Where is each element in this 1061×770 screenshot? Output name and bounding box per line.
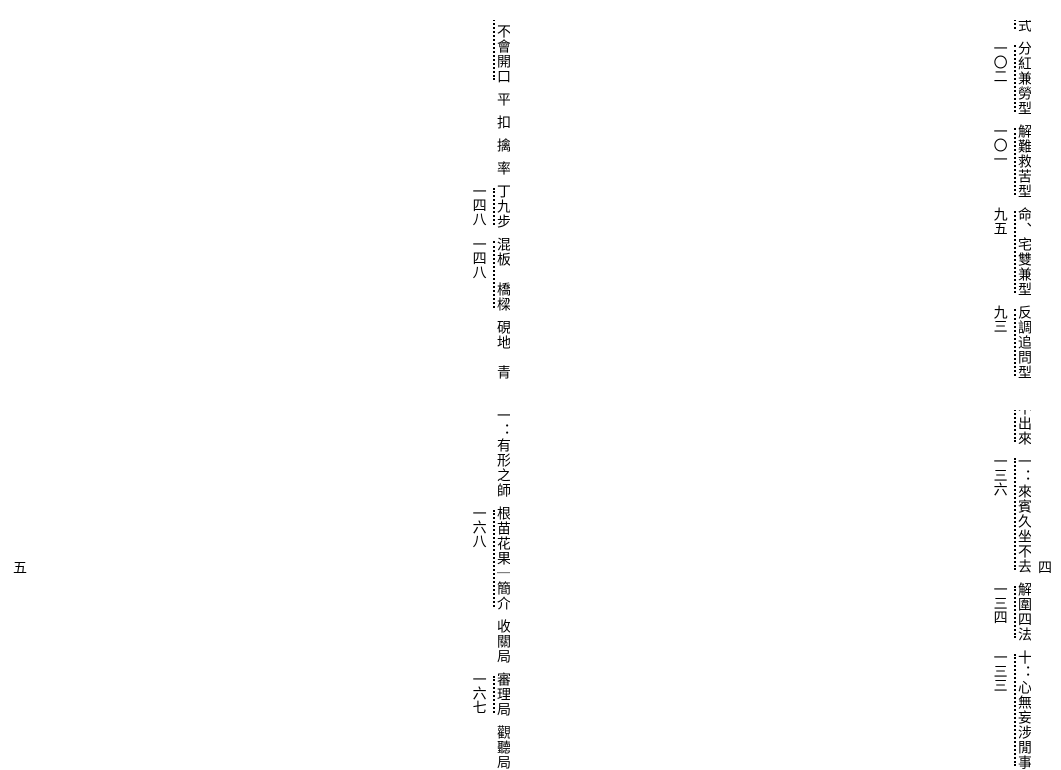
entry-title: 論命入門十式 bbox=[1016, 20, 1031, 33]
toc-entry: 率 bbox=[470, 161, 510, 176]
leader-dots bbox=[1014, 20, 1016, 29]
toc-entry: 一：來賓久坐不去一三六 bbox=[991, 454, 1031, 574]
toc-entry: 收關局 bbox=[470, 619, 510, 664]
entry-title: 平 bbox=[495, 92, 510, 107]
entry-page: 一三三 bbox=[991, 650, 1006, 770]
leader-dots bbox=[1014, 586, 1016, 638]
toc-entry: 觀聽局 bbox=[470, 725, 510, 770]
left-page-lower: 觀聽局審理局一六七收關局根苗花果｜簡介一六八一：有形之師二：無形之師三：有無形師… bbox=[40, 410, 510, 770]
toc-entry: 反調追問型九三 bbox=[991, 305, 1031, 380]
toc-entry: 丁九步一四八 bbox=[470, 184, 510, 229]
entry-page: 九三 bbox=[991, 305, 1006, 380]
leader-dots bbox=[1014, 45, 1016, 112]
toc-entry: 十：心無妄涉閒事一三三 bbox=[991, 650, 1031, 770]
toc-entry: 解圍四法一三四 bbox=[991, 582, 1031, 642]
leader-dots bbox=[493, 241, 495, 308]
entry-title: 收關局 bbox=[495, 619, 510, 664]
entry-title: 解圍四法 bbox=[1016, 582, 1031, 642]
entry-title: 命、宅雙兼型 bbox=[1016, 207, 1031, 297]
leader-dots bbox=[1014, 309, 1016, 376]
toc-entry: 扣 bbox=[470, 115, 510, 130]
leader-dots bbox=[493, 20, 495, 80]
entry-title: 分紅兼勞型 bbox=[1016, 41, 1031, 116]
leader-dots bbox=[1014, 654, 1016, 766]
leader-dots bbox=[1014, 211, 1016, 293]
entry-title: 率 bbox=[495, 161, 510, 176]
leader-dots bbox=[493, 510, 495, 607]
toc-entry: 根苗花果｜簡介一六八 bbox=[470, 506, 510, 611]
toc-entry: 混板 橋樑一四八 bbox=[470, 237, 510, 312]
entry-page: 一五三 bbox=[470, 20, 485, 84]
toc-entry: 論命入門十式一〇三 bbox=[991, 20, 1031, 33]
entry-page: 一三七 bbox=[991, 410, 1006, 446]
right-page-lower: 十：心無妄涉閒事一三三解圍四法一三四一：來賓久坐不去一三六二：根本算不出來一三七… bbox=[551, 410, 1031, 770]
entry-page: 一〇三 bbox=[991, 20, 1006, 33]
entry-title: 一：來賓久坐不去 bbox=[1016, 454, 1031, 574]
toc-entry: 硯地 青 bbox=[470, 320, 510, 380]
page-number-right: 四 bbox=[1033, 560, 1053, 574]
entry-title: 硯地 青 bbox=[495, 320, 510, 380]
entry-page: 一〇二 bbox=[991, 41, 1006, 116]
page-number-left: 五 bbox=[8, 560, 28, 574]
entry-page: 一〇一 bbox=[991, 124, 1006, 199]
entry-title: 根苗花果｜簡介 bbox=[495, 506, 510, 611]
toc-entry: 擒 bbox=[470, 138, 510, 153]
leader-dots bbox=[1014, 410, 1016, 442]
entry-title: 擒 bbox=[495, 138, 510, 153]
entry-title: 解難救苦型 bbox=[1016, 124, 1031, 199]
toc-entry: 一：有形之師 bbox=[470, 410, 510, 498]
right-page-upper: 反調追問型九三命、宅雙兼型九五解難救苦型一〇一分紅兼勞型一〇二論命入門十式一〇三… bbox=[551, 20, 1031, 380]
entry-page: 一三四 bbox=[991, 582, 1006, 642]
toc-entry: 命、宅雙兼型九五 bbox=[991, 207, 1031, 297]
leader-dots bbox=[1014, 128, 1016, 195]
entry-page: 一四八 bbox=[470, 184, 485, 229]
entry-title: 一：有形之師 bbox=[495, 410, 510, 498]
entry-page: 九五 bbox=[991, 207, 1006, 297]
entry-title: 觀聽局 bbox=[495, 725, 510, 770]
leader-dots bbox=[493, 188, 495, 225]
entry-page: 一六七 bbox=[470, 672, 485, 717]
entry-title: 二：根本算不出來 bbox=[1016, 410, 1031, 446]
entry-title: 反調追問型 bbox=[1016, 305, 1031, 380]
toc-entry: 解難救苦型一〇一 bbox=[991, 124, 1031, 199]
entry-title: 扣 bbox=[495, 115, 510, 130]
entry-page: 一三六 bbox=[991, 454, 1006, 574]
toc-entry: 會看書、不會開口一五三 bbox=[470, 20, 510, 84]
entry-title: 會看書、不會開口 bbox=[495, 20, 510, 84]
left-page-upper: 硯地 青混板 橋樑一四八丁九步一四八率擒扣平會看書、不會開口一五三師承｜「根、苗… bbox=[40, 20, 510, 380]
entry-page: 一六八 bbox=[470, 506, 485, 611]
leader-dots bbox=[493, 676, 495, 713]
entry-page: 一四八 bbox=[470, 237, 485, 312]
toc-entry: 分紅兼勞型一〇二 bbox=[991, 41, 1031, 116]
toc-entry: 平 bbox=[470, 92, 510, 107]
toc-entry: 審理局一六七 bbox=[470, 672, 510, 717]
entry-title: 審理局 bbox=[495, 672, 510, 717]
entry-title: 混板 橋樑 bbox=[495, 237, 510, 312]
toc-entry: 二：根本算不出來一三七 bbox=[991, 410, 1031, 446]
leader-dots bbox=[1014, 458, 1016, 570]
entry-title: 丁九步 bbox=[495, 184, 510, 229]
entry-title: 十：心無妄涉閒事 bbox=[1016, 650, 1031, 770]
